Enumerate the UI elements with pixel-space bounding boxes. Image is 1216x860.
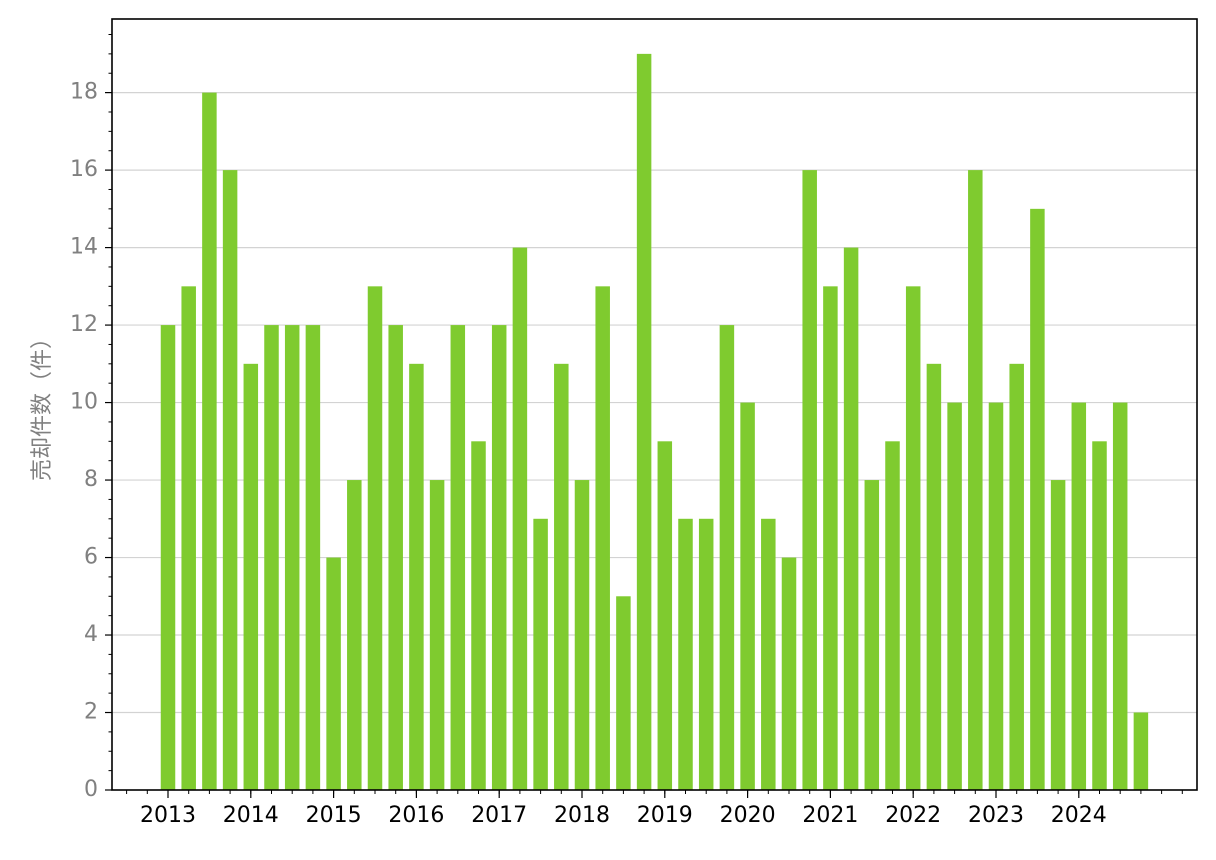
y-tick-label: 14	[70, 235, 98, 260]
bar	[512, 247, 528, 790]
y-tick-label: 8	[84, 467, 98, 492]
bar	[719, 325, 735, 790]
y-tick-label: 2	[84, 700, 98, 725]
plot-frame	[111, 18, 1198, 791]
x-tick-label: 2023	[968, 803, 1024, 828]
bar	[202, 92, 217, 791]
x-tick-label: 2022	[885, 803, 941, 828]
y-tick-label: 18	[70, 80, 98, 105]
bar	[305, 325, 321, 790]
bar	[471, 441, 486, 790]
bar	[988, 402, 1004, 790]
bar	[781, 557, 797, 790]
bar	[574, 480, 590, 790]
x-tick-label: 2015	[306, 803, 362, 828]
bar	[1050, 480, 1066, 790]
x-tick-label: 2018	[554, 803, 610, 828]
bar	[1071, 402, 1087, 790]
bar	[595, 286, 610, 790]
bar	[616, 596, 631, 790]
y-tick-label: 0	[84, 777, 98, 802]
bar	[636, 53, 652, 791]
bar	[1009, 363, 1024, 790]
bar	[926, 363, 942, 790]
bar	[698, 518, 714, 790]
bar	[450, 325, 466, 790]
bars	[160, 53, 1149, 791]
bar	[222, 170, 238, 790]
x-tick-label: 2021	[802, 803, 858, 828]
tick-labels: 0 2 4 6 8 10 12 14 16 18 2013 2014 2015 2016 2017 2018 2…	[70, 80, 1107, 828]
bar	[1030, 208, 1045, 790]
bar	[905, 286, 921, 790]
y-axis-label: 売却件数（件）	[30, 327, 55, 481]
bar	[367, 286, 383, 790]
bar	[347, 480, 362, 790]
x-tick-label: 2017	[471, 803, 527, 828]
bar	[429, 480, 445, 790]
bar	[1133, 712, 1149, 790]
y-tick-label: 10	[70, 390, 98, 415]
x-tick-label: 2019	[637, 803, 693, 828]
bar	[657, 441, 673, 790]
bar	[802, 170, 817, 790]
x-tick-label: 2020	[720, 803, 776, 828]
y-tick-label: 6	[84, 545, 98, 570]
bar	[947, 402, 962, 790]
y-tick-label: 16	[70, 157, 98, 182]
x-tick-label: 2013	[140, 803, 196, 828]
bar	[554, 363, 569, 790]
bar	[491, 325, 507, 790]
bar	[740, 402, 755, 790]
y-tick-label: 12	[70, 312, 98, 337]
bar	[284, 325, 300, 790]
bar	[326, 557, 341, 790]
bar	[678, 518, 693, 790]
bar	[1092, 441, 1107, 790]
bar	[761, 518, 776, 790]
x-tick-label: 2024	[1051, 803, 1107, 828]
bar	[388, 325, 403, 790]
bar	[968, 170, 983, 790]
bar	[1112, 402, 1128, 790]
bar	[243, 363, 259, 790]
y-tick-label: 4	[84, 622, 98, 647]
bar	[264, 325, 279, 790]
x-tick-label: 2014	[223, 803, 279, 828]
bar	[864, 480, 880, 790]
x-tick-label: 2016	[388, 803, 444, 828]
bar	[409, 363, 424, 790]
bar	[885, 441, 900, 790]
bar	[533, 518, 548, 790]
bar	[181, 286, 196, 790]
bar	[823, 286, 838, 790]
bar	[160, 325, 176, 790]
bar	[843, 247, 859, 790]
